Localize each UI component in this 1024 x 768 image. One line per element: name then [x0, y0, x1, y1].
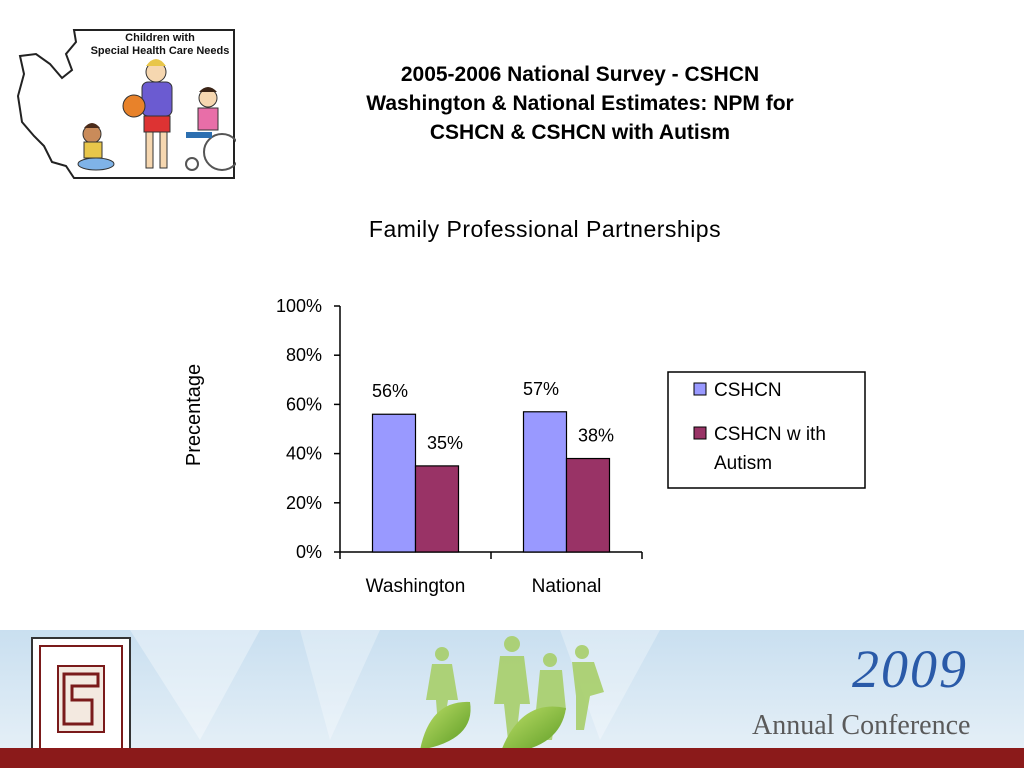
legend-label: CSHCN w ith	[714, 424, 826, 445]
family-silhouette	[426, 636, 604, 740]
leaf-left	[420, 701, 471, 750]
y-axis-title: Precentage	[183, 364, 205, 466]
bar-autism	[565, 457, 611, 553]
x-tick-label: National	[532, 576, 602, 597]
slide-title: 2005-2006 National Survey - CSHCN Washin…	[290, 60, 870, 147]
legend-label: CSHCN	[714, 380, 782, 401]
conference-banner: 2009 Annual Conference	[0, 630, 1024, 768]
washington-map-illustration	[16, 29, 241, 179]
slide-title-line3: CSHCN & CSHCN with Autism	[429, 121, 731, 144]
data-label: 38%	[578, 426, 614, 446]
banner-artwork	[0, 630, 1024, 768]
cshcn-logo: Children with Special Health Care Needs	[14, 26, 241, 182]
data-label: 57%	[523, 379, 559, 399]
x-tick-label: Washington	[366, 576, 466, 597]
conference-name: Annual Conference	[752, 710, 971, 741]
legend-swatch	[693, 426, 707, 440]
legend-swatch	[693, 382, 707, 396]
bar-cshcn	[522, 411, 568, 553]
logo-caption-line2: Special Health Care Needs	[90, 45, 230, 57]
logo-caption: Children with Special Health Care Needs	[80, 32, 240, 58]
y-tick-label: 20%	[286, 493, 322, 513]
y-tick-label: 40%	[286, 444, 322, 464]
leaf-right	[500, 706, 566, 754]
slide-title-line2: Washington & National Estimates: NPM for	[366, 92, 794, 115]
y-tick-label: 0%	[296, 542, 322, 562]
y-tick-label: 100%	[276, 296, 322, 316]
data-label: 56%	[372, 381, 408, 401]
slide-title-line1: 2005-2006 National Survey - CSHCN	[400, 63, 760, 86]
bar-autism	[414, 465, 460, 553]
legend-label: Autism	[714, 453, 772, 474]
logo-caption-line1: Children with	[125, 32, 195, 44]
y-tick-label: 60%	[286, 394, 322, 414]
amchp-logo	[31, 637, 131, 763]
banner-strip	[0, 748, 1024, 768]
bar-cshcn	[371, 413, 417, 553]
data-label: 35%	[427, 433, 463, 453]
chart-title: Family Professional Partnerships	[368, 216, 722, 242]
conference-year: 2009	[852, 639, 968, 699]
bar-chart: 0% 20% 40% 60% 80% 100% Precentage 56% 35% Washin…	[183, 296, 866, 597]
y-tick-label: 80%	[286, 345, 322, 365]
